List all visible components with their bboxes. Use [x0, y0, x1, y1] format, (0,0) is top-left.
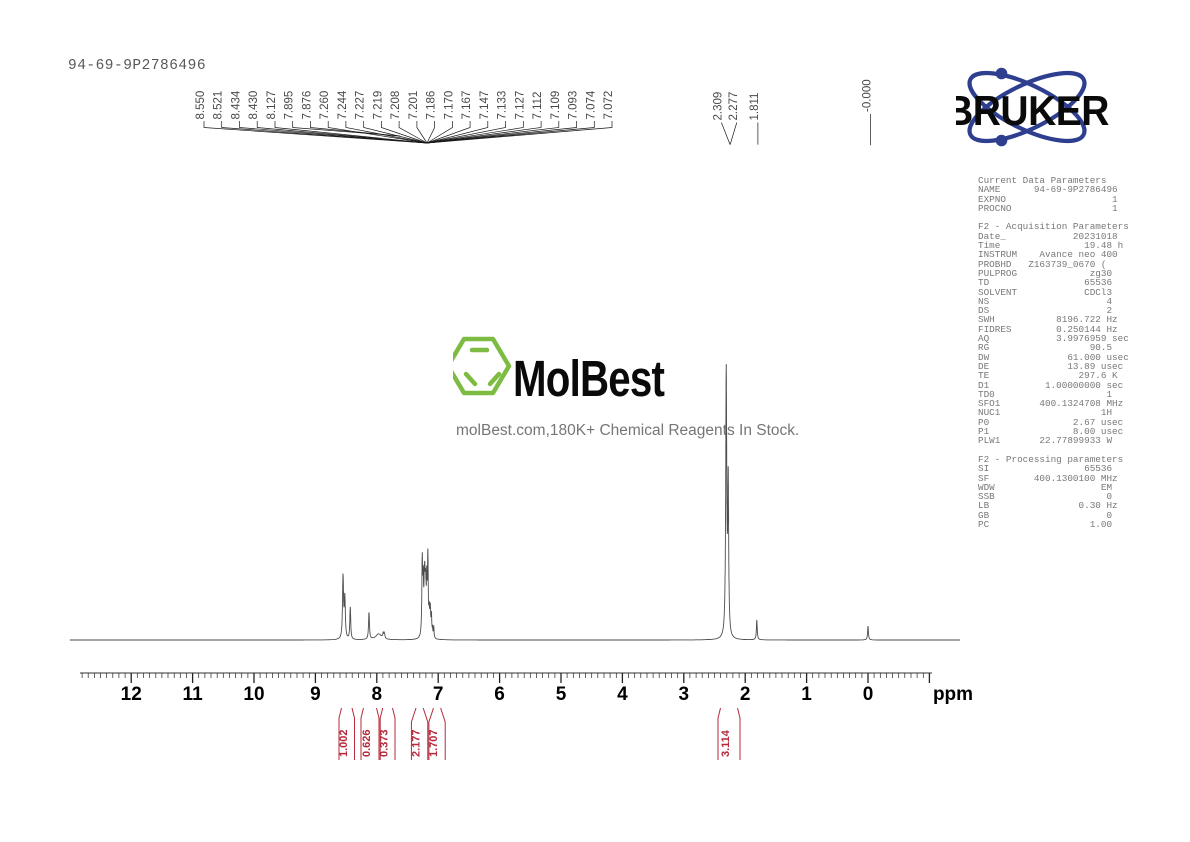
svg-text:1.002: 1.002: [338, 729, 350, 757]
svg-text:0.626: 0.626: [361, 729, 373, 757]
svg-text:2.177: 2.177: [411, 729, 423, 757]
svg-text:1.707: 1.707: [428, 729, 440, 757]
svg-text:0.373: 0.373: [379, 729, 391, 757]
svg-text:3.114: 3.114: [720, 729, 732, 757]
